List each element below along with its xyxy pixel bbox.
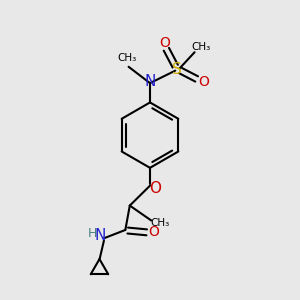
Text: CH₃: CH₃ — [118, 53, 137, 64]
Text: N: N — [144, 74, 156, 89]
Text: O: O — [159, 36, 170, 50]
Text: O: O — [198, 75, 208, 89]
Text: O: O — [148, 225, 159, 239]
Text: CH₃: CH₃ — [151, 218, 170, 228]
Text: S: S — [172, 62, 182, 77]
Text: CH₃: CH₃ — [191, 42, 211, 52]
Text: N: N — [95, 228, 106, 243]
Text: O: O — [149, 181, 161, 196]
Text: H: H — [88, 227, 97, 240]
